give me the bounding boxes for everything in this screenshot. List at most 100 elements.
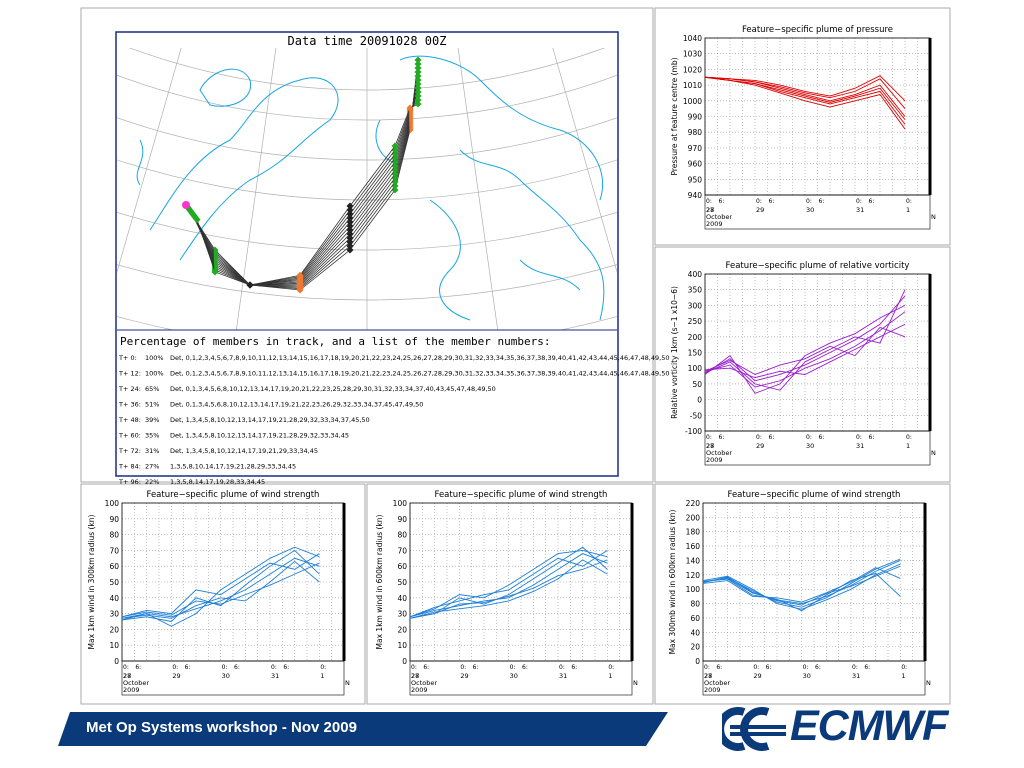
y-tick-label: 0: [114, 657, 119, 666]
y-tick-label: 40: [690, 628, 700, 637]
y-tick-label: 90: [109, 515, 119, 524]
chart-title: Feature−specific plume of wind strength: [435, 490, 608, 500]
time-tick-label: 0:: [123, 664, 129, 671]
y-tick-label: 1030: [683, 50, 702, 59]
time-tick-label: 0:: [806, 434, 812, 441]
month-label: October: [706, 213, 732, 221]
track-marker: [414, 100, 422, 108]
plume-series-line: [704, 76, 906, 130]
y-tick-label: 50: [109, 578, 119, 587]
month-label: October: [706, 449, 732, 457]
track-marker: [414, 96, 422, 104]
meridian-line: [457, 48, 499, 330]
y-tick-label: 150: [688, 349, 703, 358]
member-row-pct: 39%: [145, 416, 159, 424]
time-tick-label: 6:: [864, 664, 870, 671]
y-axis-label: Max 1km wind in 300km radius (kn): [87, 514, 96, 649]
time-tick-label: 6:: [819, 434, 825, 441]
member-row-list: Det, 0,1,2,3,4,5,6,7,8,9,10,11,12,13,14,…: [170, 370, 669, 378]
time-tick-label: 0:: [320, 664, 326, 671]
plume-series-line: [702, 565, 901, 606]
month-label: October: [123, 679, 149, 687]
time-tick-label: 6:: [869, 198, 875, 205]
track-marker: [414, 88, 422, 96]
time-tick-label: 0:: [706, 198, 712, 205]
time-tick-label: 0:: [222, 664, 228, 671]
chart-title: Feature−specific plume of wind strength: [147, 490, 320, 500]
day-label: 27: [704, 672, 712, 680]
time-tick-label: 6:: [819, 198, 825, 205]
plume-series-line: [409, 549, 608, 618]
y-tick-label: 970: [688, 144, 703, 153]
plume-series-line: [121, 546, 320, 627]
member-table-heading: Percentage of members in track, and a li…: [120, 335, 550, 348]
y-tick-label: 1010: [683, 81, 702, 90]
day-label: 27: [123, 672, 131, 680]
member-row-step: T+ 36:: [118, 401, 141, 409]
y-tick-label: 200: [688, 333, 703, 342]
y-tick-label: 40: [109, 594, 119, 603]
track-marker: [414, 76, 422, 84]
year-label: 2009: [411, 686, 428, 694]
time-tick-label: 0:: [704, 664, 710, 671]
plume-series-line: [704, 311, 906, 388]
chart-title: Feature−specific plume of pressure: [742, 25, 893, 35]
day-label: 29: [172, 672, 180, 680]
chart-title: Feature−specific plume of relative vorti…: [726, 261, 910, 271]
time-tick-label: 0:: [753, 664, 759, 671]
y-tick-label: 160: [686, 542, 701, 551]
y-tick-label: 40: [397, 594, 407, 603]
y-tick-label: 70: [109, 546, 119, 555]
y-tick-label: 250: [688, 317, 703, 326]
y-tick-label: 350: [688, 286, 703, 295]
time-tick-label: 0:: [172, 664, 178, 671]
y-tick-label: 80: [397, 531, 407, 540]
footer-title: Met Op Systems workshop - Nov 2009: [86, 719, 357, 736]
y-tick-label: 60: [397, 562, 407, 571]
member-row-pct: 35%: [145, 432, 159, 440]
member-row-list: Det, 0,1,2,3,4,5,6,7,8,9,10,11,12,13,14,…: [170, 354, 669, 362]
meridian-line: [0, 0, 49, 248]
y-tick-label: 100: [688, 364, 703, 373]
time-tick-label: 0:: [806, 198, 812, 205]
track-marker: [414, 64, 422, 72]
y-tick-label: 20: [397, 625, 407, 634]
plume-series-line: [409, 550, 608, 618]
plume-series-line: [704, 304, 906, 394]
pressure-chart: Feature−specific plume of pressure Pressu…: [670, 25, 936, 230]
day-label: 31: [559, 672, 567, 680]
time-tick-label: 6:: [716, 664, 722, 671]
map-title: Data time 20091028 00Z: [288, 34, 447, 48]
time-tick-label: 6:: [571, 664, 577, 671]
y-tick-label: 50: [397, 578, 407, 587]
track-map: Data time 20091028 00Z Percentage of mem…: [0, 0, 669, 486]
track-marker: [346, 202, 354, 210]
plume-series-line: [704, 76, 906, 120]
member-row-step: T+ 12:: [118, 370, 141, 378]
time-tick-label: 0:: [906, 198, 912, 205]
map-coastlines: [136, 55, 605, 321]
month-label-next: N: [931, 449, 936, 457]
member-row-list: 1,3,5,8,10,14,17,19,21,28,29,33,34,45: [170, 463, 296, 471]
time-axis-box: [704, 430, 931, 466]
day-label: 31: [856, 206, 864, 214]
plume-series-line: [409, 559, 608, 619]
y-tick-label: -100: [685, 427, 702, 436]
ensemble-tracks: [182, 56, 422, 294]
plume-series-line: [704, 75, 906, 102]
y-tick-label: 30: [109, 610, 119, 619]
time-tick-label: 0:: [906, 434, 912, 441]
time-tick-label: 0:: [856, 198, 862, 205]
time-tick-label: 0:: [852, 664, 858, 671]
y-tick-label: 60: [109, 562, 119, 571]
year-label: 2009: [706, 220, 723, 228]
wind300mb-chart: Feature−specific plume of wind strength M…: [668, 490, 931, 696]
plume-series-line: [121, 557, 320, 619]
y-tick-label: 950: [688, 175, 703, 184]
month-label-next: N: [345, 679, 350, 687]
y-tick-label: 0: [402, 657, 407, 666]
y-tick-label: 1040: [683, 34, 702, 43]
day-label: 30: [222, 672, 230, 680]
y-tick-label: 300: [688, 301, 703, 310]
time-tick-label: 6:: [423, 664, 429, 671]
